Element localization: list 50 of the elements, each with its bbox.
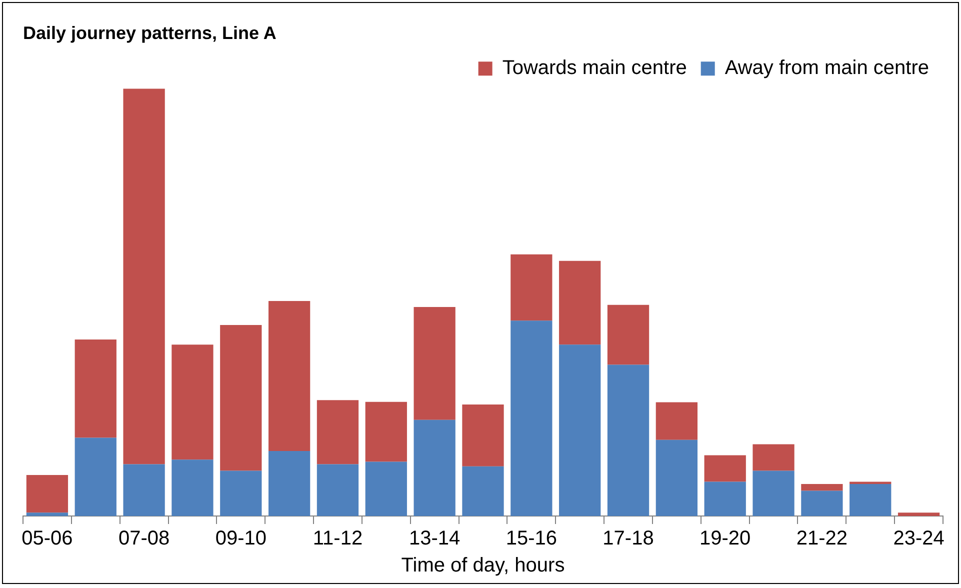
bar [414, 420, 456, 516]
bar [850, 484, 892, 516]
bar [172, 344, 214, 460]
bar [656, 402, 698, 440]
bar [559, 344, 601, 516]
x-tick-label: 17-18 [602, 528, 654, 550]
bar [268, 451, 310, 516]
x-tick-label: 21-22 [796, 528, 848, 550]
bar [123, 464, 165, 516]
bar [316, 464, 359, 516]
bar [74, 339, 116, 438]
bar [26, 474, 68, 513]
bar [510, 320, 552, 516]
bar [559, 260, 601, 345]
x-tick-label: 13-14 [409, 528, 460, 550]
bar [704, 455, 746, 482]
bar [607, 364, 650, 516]
bar [462, 404, 504, 466]
bar [510, 254, 552, 321]
bar [123, 88, 165, 464]
bar [74, 438, 116, 516]
bar [801, 490, 843, 516]
bar [704, 482, 746, 516]
bar [365, 462, 407, 516]
bar [316, 400, 359, 464]
x-tick-label: 05-06 [22, 528, 73, 550]
bar [801, 484, 843, 491]
bar [414, 307, 456, 420]
chart-title: Daily journey patterns, Line A [23, 22, 276, 43]
bar [752, 444, 794, 471]
bar [172, 460, 214, 516]
bar [26, 512, 68, 516]
x-tick-label: 19-20 [700, 528, 751, 550]
bar [656, 440, 698, 516]
bar [898, 512, 940, 516]
bar [268, 301, 310, 452]
legend-label: Away from main centre [724, 57, 930, 80]
bar [462, 466, 504, 516]
x-axis-title: Time of day, hours [401, 554, 565, 577]
bar [607, 304, 650, 365]
x-tick-label: 11-12 [312, 528, 363, 550]
bar [220, 470, 262, 516]
x-tick-label: 07-08 [118, 528, 170, 550]
x-tick-label: 09-10 [215, 528, 266, 550]
x-tick-label: 15-16 [506, 528, 557, 550]
bar [365, 402, 407, 462]
bar [752, 470, 794, 516]
bar [220, 324, 262, 471]
x-tick-label: 23-24 [893, 528, 944, 550]
legend-label: Towards main centre [502, 57, 687, 80]
